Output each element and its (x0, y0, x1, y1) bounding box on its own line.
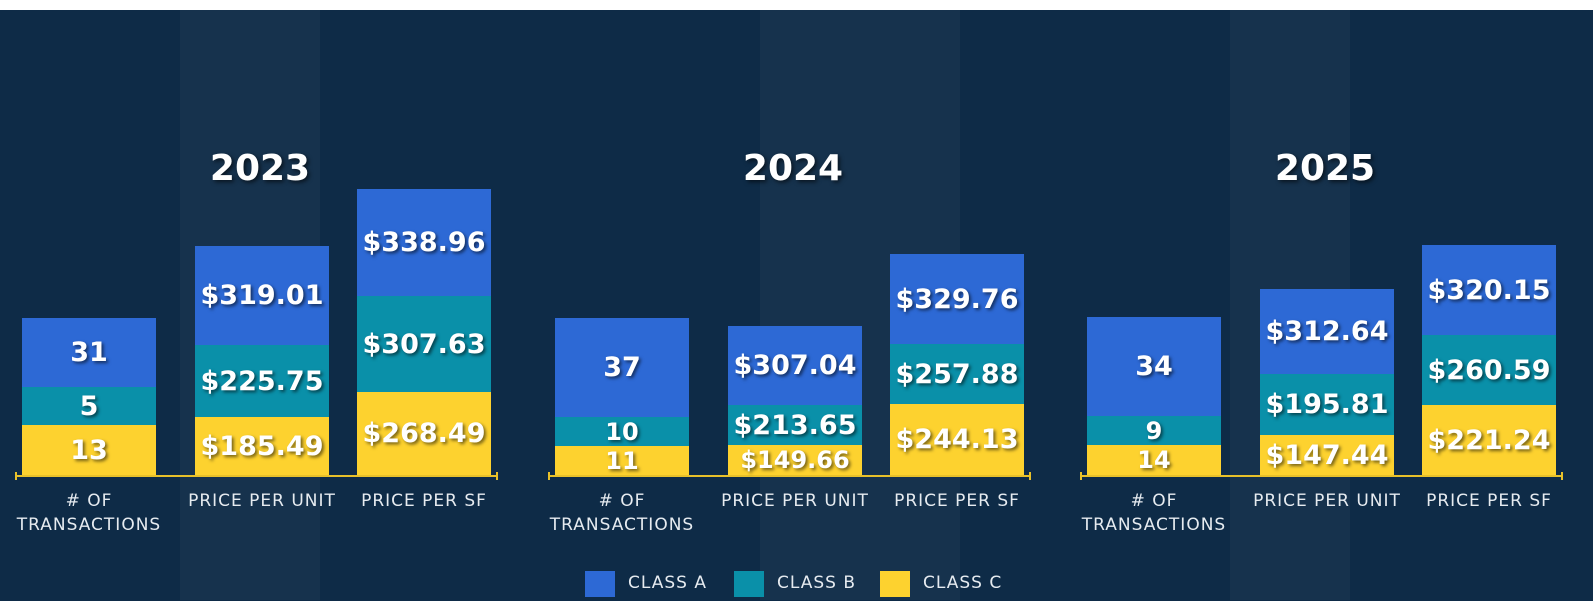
bar-segment: 37 (555, 318, 689, 417)
baseline (1080, 475, 1563, 477)
bar-segment: 31 (22, 318, 156, 387)
legend-label: CLASS C (923, 573, 1003, 593)
bar-segment: 14 (1087, 445, 1221, 475)
bar-segment: 10 (555, 417, 689, 446)
bar-segment: $307.63 (357, 296, 491, 392)
bar-segment: $257.88 (890, 344, 1024, 404)
category-label: PRICE PER UNIT (1253, 491, 1401, 511)
baseline (15, 475, 498, 477)
bar-segment: $320.15 (1422, 245, 1556, 335)
axis-end (1029, 472, 1031, 480)
bar-segment: $268.49 (357, 392, 491, 475)
top-strip (0, 0, 1593, 10)
year-title: 2025 (1274, 148, 1376, 189)
category-label: PRICE PER UNIT (721, 491, 869, 511)
legend-label: CLASS A (628, 573, 707, 593)
bar-segment: 34 (1087, 317, 1221, 416)
legend-label: CLASS B (777, 573, 857, 593)
category-label: PRICE PER SF (1426, 491, 1552, 511)
category-label: PRICE PER UNIT (188, 491, 336, 511)
legend-swatch (585, 571, 615, 597)
bar-segment: $307.04 (728, 326, 862, 405)
bar-segment: 9 (1087, 416, 1221, 445)
bar-segment: $312.64 (1260, 289, 1394, 374)
legend-swatch (880, 571, 910, 597)
category-label: PRICE PER SF (894, 491, 1020, 511)
axis-end (1561, 472, 1563, 480)
category-label: PRICE PER SF (361, 491, 487, 511)
bar-segment: $147.44 (1260, 435, 1394, 475)
bar-segment: $213.65 (728, 405, 862, 445)
bar-segment: $149.66 (728, 445, 862, 475)
axis-end (496, 472, 498, 480)
legend: CLASS A CLASS B CLASS C (0, 569, 1593, 599)
bar-segment: 11 (555, 446, 689, 475)
bar-segment: 5 (22, 387, 156, 425)
bar-segment: $329.76 (890, 254, 1024, 344)
bar-segment: $221.24 (1422, 405, 1556, 475)
axis-end (548, 472, 550, 480)
bar-segment: 13 (22, 425, 156, 475)
category-label: # OF TRANSACTIONS (549, 491, 695, 535)
bar-segment: $195.81 (1260, 374, 1394, 435)
baseline (548, 475, 1031, 477)
bar-segment: $185.49 (195, 417, 329, 475)
year-title: 2023 (209, 148, 311, 189)
year-title: 2024 (742, 148, 844, 189)
legend-swatch (734, 571, 764, 597)
bar-segment: $338.96 (357, 189, 491, 296)
axis-end (1080, 472, 1082, 480)
bar-segment: $260.59 (1422, 335, 1556, 405)
category-label: # OF TRANSACTIONS (1081, 491, 1227, 535)
bar-segment: $244.13 (890, 404, 1024, 475)
category-label: # OF TRANSACTIONS (16, 491, 162, 535)
bar-segment: $319.01 (195, 246, 329, 345)
axis-end (15, 472, 17, 480)
bar-segment: $225.75 (195, 345, 329, 417)
